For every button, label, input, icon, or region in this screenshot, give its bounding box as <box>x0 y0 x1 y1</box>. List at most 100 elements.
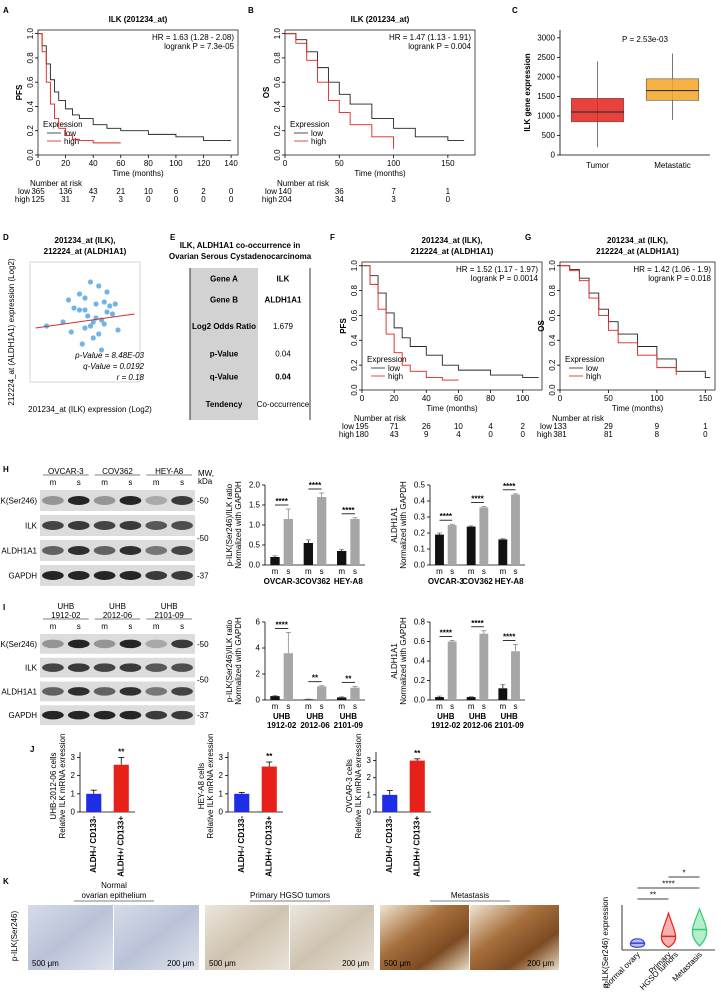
point <box>82 295 88 301</box>
blot-band <box>171 496 193 505</box>
x-axis-label: Time (months) <box>354 169 406 178</box>
blot-band <box>93 571 116 580</box>
x-tick-label: 100 <box>650 394 664 403</box>
risk-title: Number at risk <box>277 179 330 188</box>
blot-band <box>42 521 64 530</box>
blot-band <box>67 571 90 580</box>
panel-letter: K <box>3 877 9 886</box>
y-tick-label: 0.0 <box>26 149 35 161</box>
blot-band <box>67 496 90 505</box>
y-tick-label: 0.4 <box>548 334 557 346</box>
point <box>79 341 85 347</box>
histology-title: Normal <box>101 881 127 890</box>
bar-sublabel: s <box>353 702 357 711</box>
blot-strip <box>40 705 195 725</box>
y-tick-label: 1.0 <box>249 521 261 530</box>
blot-group: UHB <box>109 602 126 611</box>
table-cell: 1.679 <box>273 322 294 331</box>
risk-count: 0 <box>703 430 708 439</box>
blot-strip <box>40 540 195 561</box>
bar <box>382 794 398 812</box>
table-cell: Gene B <box>210 296 238 305</box>
bar <box>479 633 489 700</box>
blot-band <box>119 663 142 672</box>
point <box>101 299 107 305</box>
legend-label: low <box>311 129 323 138</box>
point <box>68 329 74 335</box>
blot-group: OVCAR-3 <box>48 467 84 476</box>
point <box>87 323 94 329</box>
y-tick-label: 3 <box>71 753 76 762</box>
annotation: logrank P = 0.0014 <box>471 274 539 283</box>
y-axis-label: ILK gene expression <box>523 53 532 131</box>
histology-title: Primary HGSO tumors <box>250 891 330 900</box>
blot-band <box>119 571 142 580</box>
bar <box>466 526 476 565</box>
y-tick-label: 0.6 <box>414 637 426 646</box>
blot-band <box>42 710 64 720</box>
y-tick-label: 0.0 <box>414 561 426 570</box>
annotation: logrank P = 0.004 <box>408 42 471 51</box>
bar <box>337 697 347 700</box>
y-tick-label: 2000 <box>537 72 555 81</box>
risk-count: 43 <box>89 187 98 196</box>
y-tick-label: 0.4 <box>350 334 359 346</box>
y-tick-label: 1.0 <box>350 260 359 272</box>
x-tick-label: ALDH+/ CD133+ <box>412 816 421 877</box>
blot-lane: s <box>128 478 132 487</box>
blot-strip <box>40 657 195 678</box>
risk-count: 2 <box>520 422 525 431</box>
table-cell: Gene A <box>210 275 238 284</box>
y-tick-label: 2.0 <box>249 481 261 490</box>
table-cell: Co-occurrence <box>257 400 310 409</box>
x-tick-label: Tumor <box>586 161 609 170</box>
point <box>104 309 110 315</box>
risk-count: 0 <box>520 430 525 439</box>
point <box>90 319 96 325</box>
x-tick-label: ALDH-/ CD133- <box>89 816 98 873</box>
table-cell: ALDH1A1 <box>265 296 302 305</box>
risk-count: 3 <box>119 195 124 204</box>
point <box>65 297 72 303</box>
chart-title: ILK (201234_at) <box>109 15 168 24</box>
y-tick-label: 0.4 <box>26 100 35 112</box>
chart-title: 212224_at (ALDH1A1) <box>596 247 679 256</box>
bar-sublabel: m <box>436 567 443 576</box>
blot-band <box>93 639 116 649</box>
y-tick-label: 0 <box>551 151 556 160</box>
legend-label: low <box>388 364 400 373</box>
risk-row-label: high <box>537 430 552 439</box>
risk-row-label: high <box>262 195 277 204</box>
blot-band <box>42 546 64 555</box>
y-axis-label: Relative ILK mRNA exression <box>58 734 67 839</box>
trend-line <box>35 313 135 329</box>
y-axis-label: OVCAR-3 cells <box>345 759 354 813</box>
point <box>93 301 99 307</box>
panel-letter: J <box>30 745 34 754</box>
blot-lane: s <box>180 478 184 487</box>
bar <box>86 793 102 812</box>
x-tick-label: ALDH-/ CD133- <box>385 816 394 873</box>
point <box>82 307 88 313</box>
bar <box>283 519 293 565</box>
significance: ** <box>312 674 319 683</box>
risk-count: 0 <box>488 430 493 439</box>
risk-count: 34 <box>335 195 344 204</box>
significance: * <box>682 869 685 878</box>
blot-band <box>42 687 64 696</box>
x-tick-label: 1912-02 <box>267 721 297 730</box>
risk-count: 3 <box>391 195 396 204</box>
bar <box>409 760 425 812</box>
blot-protein: ILK <box>25 664 38 673</box>
panel-letter: C <box>512 6 518 15</box>
risk-count: 133 <box>553 422 567 431</box>
point <box>96 283 102 289</box>
blot-band <box>42 663 64 672</box>
annotation: logrank P = 0.018 <box>648 274 711 283</box>
blot-band <box>42 571 64 580</box>
plot-frame <box>284 29 476 156</box>
blot-lane: s <box>77 622 81 631</box>
y-tick-label: 4 <box>256 644 261 653</box>
risk-count: 180 <box>355 430 369 439</box>
bar-sublabel: s <box>514 567 518 576</box>
